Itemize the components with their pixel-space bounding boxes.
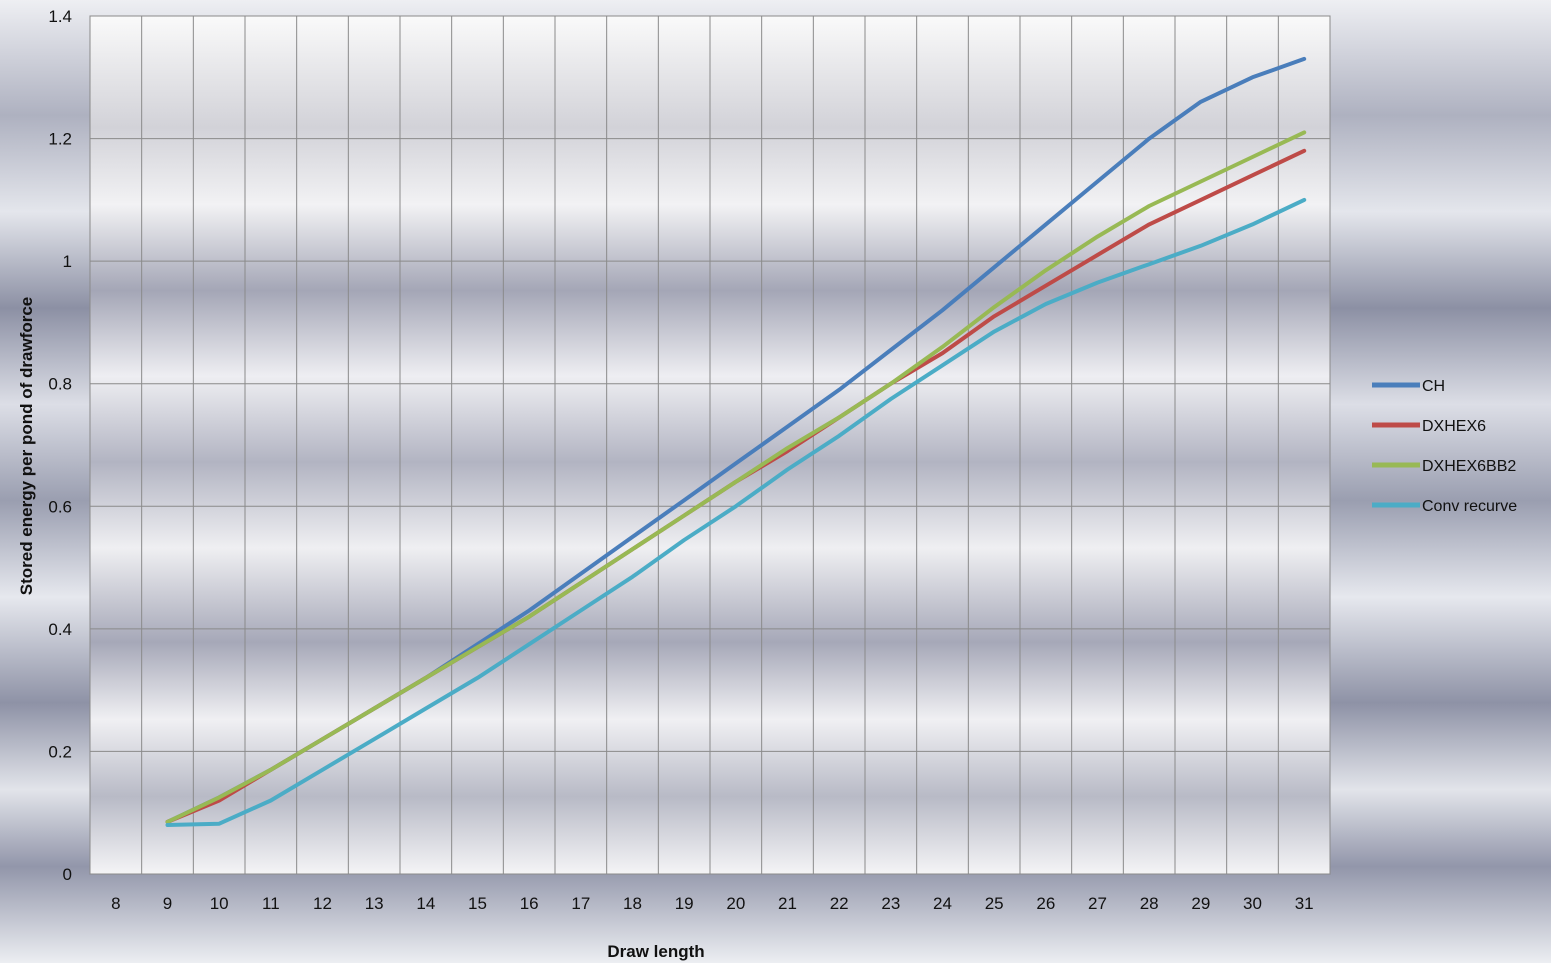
x-tick-label: 9 [163, 894, 172, 913]
legend-label: CH [1422, 378, 1445, 395]
x-axis-ticks: 8 9 10 11 12 13 14 15 16 17 18 19 20 21 22 23 24 25 26 27 28… [111, 894, 1314, 913]
x-tick-label: 10 [210, 894, 229, 913]
x-tick-label: 20 [726, 894, 745, 913]
y-tick-label: 1.2 [48, 130, 72, 149]
legend-label: DXHEX6 [1422, 418, 1486, 435]
x-tick-label: 18 [623, 894, 642, 913]
x-tick-label: 30 [1243, 894, 1262, 913]
x-tick-label: 28 [1140, 894, 1159, 913]
y-axis-ticks: 0 0.2 0.4 0.6 0.8 1 1.2 1.4 [48, 7, 72, 884]
y-axis-title: Stored energy per pond of drawforce [17, 297, 36, 596]
y-tick-label: 0.6 [48, 497, 72, 516]
legend: CH DXHEX6 DXHEX6BB2 Conv recurve [1372, 378, 1517, 515]
x-tick-label: 12 [313, 894, 332, 913]
y-tick-label: 1 [63, 252, 72, 271]
x-tick-label: 22 [830, 894, 849, 913]
x-tick-label: 8 [111, 894, 120, 913]
x-axis-title: Draw length [607, 942, 704, 961]
legend-label: DXHEX6BB2 [1422, 458, 1516, 475]
x-tick-label: 27 [1088, 894, 1107, 913]
x-tick-label: 17 [571, 894, 590, 913]
x-tick-label: 19 [675, 894, 694, 913]
x-tick-label: 25 [985, 894, 1004, 913]
x-tick-label: 11 [262, 894, 280, 913]
y-tick-label: 0.2 [48, 742, 72, 761]
y-tick-label: 1.4 [48, 7, 72, 26]
x-tick-label: 29 [1191, 894, 1210, 913]
x-tick-label: 16 [520, 894, 539, 913]
x-tick-label: 14 [416, 894, 435, 913]
series-lines [165, 56, 1307, 827]
x-tick-label: 26 [1036, 894, 1055, 913]
x-tick-label: 24 [933, 894, 952, 913]
x-tick-label: 13 [365, 894, 384, 913]
series-line-dxhex6bb2 [165, 130, 1307, 824]
x-tick-label: 21 [778, 894, 797, 913]
series-line-conv-recurve [165, 197, 1307, 827]
x-tick-label: 31 [1295, 894, 1314, 913]
y-tick-label: 0 [63, 865, 72, 884]
x-tick-label: 15 [468, 894, 487, 913]
y-tick-label: 0.4 [48, 620, 72, 639]
y-tick-label: 0.8 [48, 375, 72, 394]
x-tick-label: 23 [881, 894, 900, 913]
legend-label: Conv recurve [1422, 498, 1517, 515]
